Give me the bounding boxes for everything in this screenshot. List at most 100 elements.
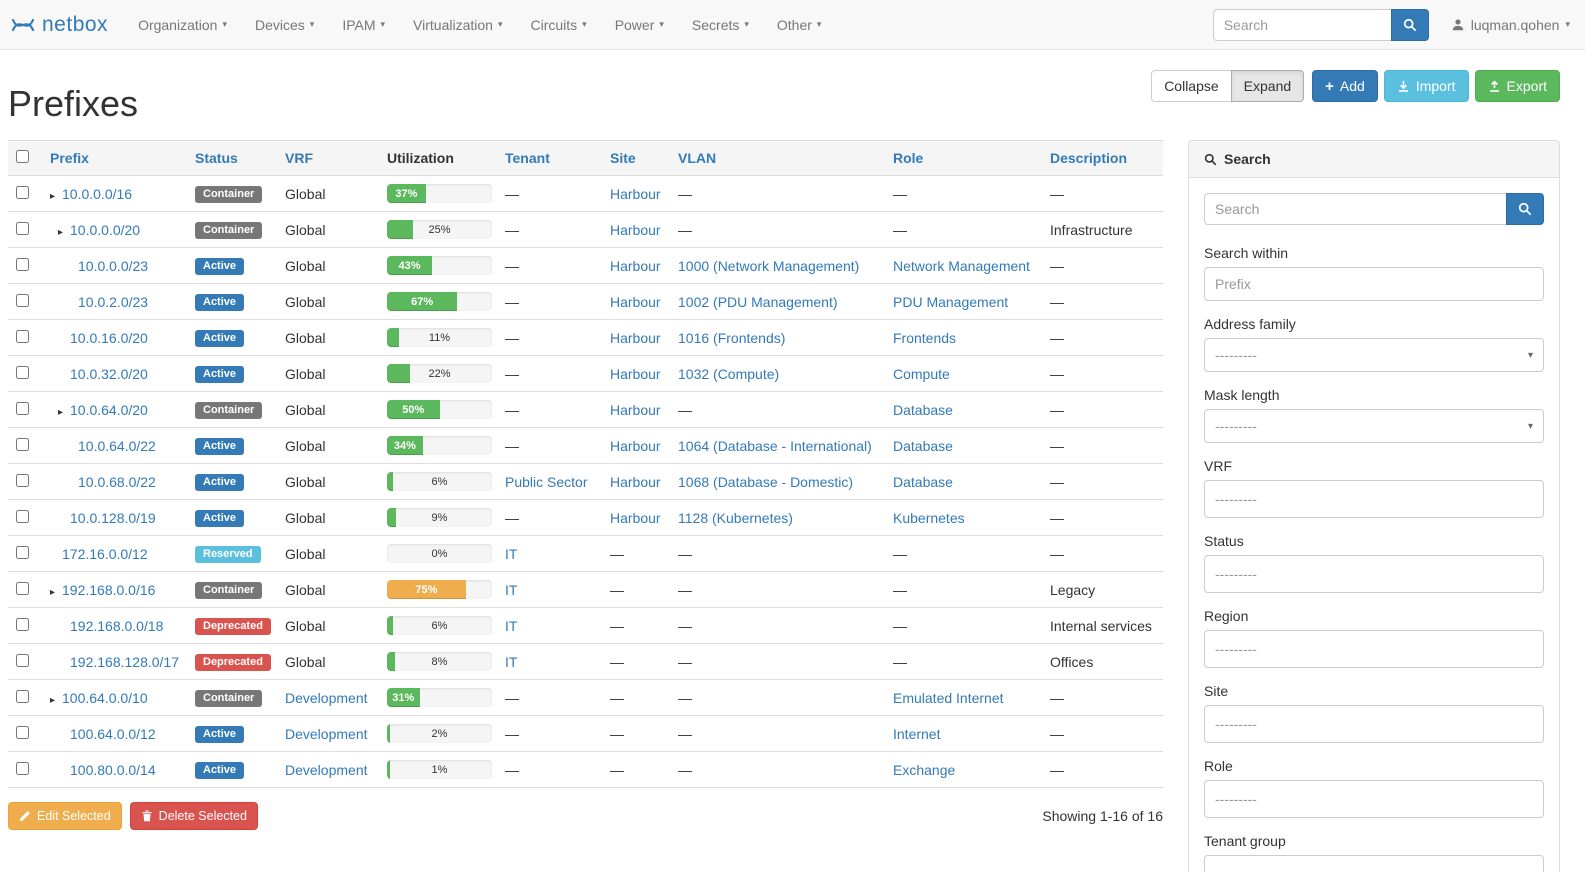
role-link[interactable]: Database (893, 401, 953, 418)
vlan-link[interactable]: 1016 (Frontends) (678, 329, 786, 346)
listbox-option[interactable]: --------- (1215, 791, 1257, 807)
expand-children-icon[interactable]: ▸ (58, 406, 64, 418)
role-link[interactable]: Internet (893, 725, 941, 742)
prefix-link[interactable]: 10.0.32.0/20 (70, 365, 148, 382)
site-link[interactable]: Harbour (610, 221, 661, 238)
tenant-link[interactable]: Public Sector (505, 473, 588, 490)
row-checkbox[interactable] (16, 725, 29, 739)
prefix-link[interactable]: 10.0.128.0/19 (70, 509, 156, 526)
export-button[interactable]: Export (1474, 70, 1560, 102)
prefix-link[interactable]: 10.0.64.0/20 (70, 401, 148, 418)
netbox-logo[interactable]: netbox (10, 12, 108, 38)
filter-listbox-site[interactable]: --------- (1204, 705, 1544, 743)
vlan-link[interactable]: 1064 (Database - International) (678, 437, 872, 454)
listbox-option[interactable]: --------- (1215, 491, 1257, 507)
listbox-option[interactable]: --------- (1215, 866, 1257, 872)
add-button[interactable]: + Add (1312, 70, 1378, 102)
site-link[interactable]: Harbour (610, 473, 661, 490)
tenant-link[interactable]: IT (505, 653, 518, 670)
site-link[interactable]: Harbour (610, 185, 661, 202)
prefix-link[interactable]: 100.64.0.0/12 (70, 725, 156, 742)
role-link[interactable]: Exchange (893, 761, 956, 778)
nav-item-circuits[interactable]: Circuits ▾ (516, 0, 600, 49)
row-checkbox[interactable] (16, 617, 29, 631)
expand-children-icon[interactable]: ▸ (58, 226, 64, 238)
prefix-link[interactable]: 10.0.16.0/20 (70, 329, 148, 346)
role-link[interactable]: Network Management (893, 257, 1030, 274)
vrf-link[interactable]: Development (285, 689, 368, 706)
filter-select-address-family[interactable]: --------- ▾ (1204, 338, 1544, 372)
global-search-button[interactable] (1390, 8, 1429, 41)
tenant-link[interactable]: IT (505, 581, 518, 598)
select-all-checkbox[interactable] (16, 150, 29, 163)
column-header-prefix[interactable]: Prefix (42, 140, 187, 176)
vrf-link[interactable]: Development (285, 725, 368, 742)
expand-children-icon[interactable]: ▸ (50, 694, 56, 706)
filter-search-button[interactable] (1506, 193, 1544, 225)
collapse-button[interactable]: Collapse (1151, 70, 1232, 102)
row-checkbox[interactable] (16, 437, 29, 451)
site-link[interactable]: Harbour (610, 293, 661, 310)
vlan-link[interactable]: 1000 (Network Management) (678, 257, 860, 274)
row-checkbox[interactable] (16, 473, 29, 487)
tenant-link[interactable]: IT (505, 617, 518, 634)
global-search-input[interactable] (1212, 8, 1391, 41)
row-checkbox[interactable] (16, 509, 29, 523)
vlan-link[interactable]: 1032 (Compute) (678, 365, 780, 382)
prefix-link[interactable]: 10.0.64.0/22 (78, 437, 156, 454)
row-checkbox[interactable] (16, 329, 29, 343)
listbox-option[interactable]: --------- (1215, 566, 1257, 582)
role-link[interactable]: Database (893, 437, 953, 454)
site-link[interactable]: Harbour (610, 257, 661, 274)
prefix-link[interactable]: 10.0.0.0/16 (62, 185, 133, 202)
prefix-link[interactable]: 10.0.0.0/20 (70, 221, 141, 238)
expand-button[interactable]: Expand (1230, 70, 1305, 102)
prefix-link[interactable]: 100.80.0.0/14 (70, 761, 156, 778)
delete-selected-button[interactable]: Delete Selected (129, 802, 258, 830)
row-checkbox[interactable] (16, 257, 29, 271)
prefix-link[interactable]: 100.64.0.0/10 (62, 689, 148, 706)
listbox-option[interactable]: --------- (1215, 716, 1257, 732)
row-checkbox[interactable] (16, 365, 29, 379)
role-link[interactable]: Kubernetes (893, 509, 965, 526)
row-checkbox[interactable] (16, 689, 29, 703)
site-link[interactable]: Harbour (610, 329, 661, 346)
prefix-link[interactable]: 172.16.0.0/12 (62, 545, 148, 562)
user-menu[interactable]: luqman.qohen ▾ (1451, 17, 1570, 33)
prefix-link[interactable]: 192.168.128.0/17 (70, 653, 179, 670)
row-checkbox[interactable] (16, 185, 29, 199)
row-checkbox[interactable] (16, 221, 29, 235)
tenant-link[interactable]: IT (505, 545, 518, 562)
prefix-link[interactable]: 192.168.0.0/16 (62, 581, 156, 598)
expand-children-icon[interactable]: ▸ (50, 190, 56, 202)
role-link[interactable]: Emulated Internet (893, 689, 1004, 706)
column-header-role[interactable]: Role (885, 140, 1042, 176)
prefix-link[interactable]: 192.168.0.0/18 (70, 617, 164, 634)
nav-item-other[interactable]: Other ▾ (763, 0, 836, 49)
column-header-vlan[interactable]: VLAN (670, 140, 885, 176)
edit-selected-button[interactable]: Edit Selected (8, 802, 122, 830)
filter-listbox-tenant-group[interactable]: --------- (1204, 855, 1544, 872)
nav-item-ipam[interactable]: IPAM ▾ (328, 0, 399, 49)
prefix-link[interactable]: 10.0.2.0/23 (78, 293, 149, 310)
row-checkbox[interactable] (16, 401, 29, 415)
column-header-description[interactable]: Description (1042, 140, 1163, 176)
role-link[interactable]: Database (893, 473, 953, 490)
nav-item-devices[interactable]: Devices ▾ (241, 0, 328, 49)
role-link[interactable]: PDU Management (893, 293, 1009, 310)
site-link[interactable]: Harbour (610, 437, 661, 454)
filter-input-search-within[interactable] (1204, 267, 1544, 301)
row-checkbox[interactable] (16, 581, 29, 595)
vlan-link[interactable]: 1128 (Kubernetes) (678, 509, 793, 526)
column-header-vrf[interactable]: VRF (277, 140, 379, 176)
filter-listbox-role[interactable]: --------- (1204, 780, 1544, 818)
expand-children-icon[interactable]: ▸ (50, 586, 56, 598)
filter-select-mask-length[interactable]: --------- ▾ (1204, 409, 1544, 443)
column-header-site[interactable]: Site (602, 140, 670, 176)
filter-listbox-status[interactable]: --------- (1204, 555, 1544, 593)
filter-search-input[interactable] (1204, 193, 1506, 225)
filter-listbox-vrf[interactable]: --------- (1204, 480, 1544, 518)
prefix-link[interactable]: 10.0.68.0/22 (78, 473, 156, 490)
filter-listbox-region[interactable]: --------- (1204, 630, 1544, 668)
role-link[interactable]: Compute (893, 365, 950, 382)
